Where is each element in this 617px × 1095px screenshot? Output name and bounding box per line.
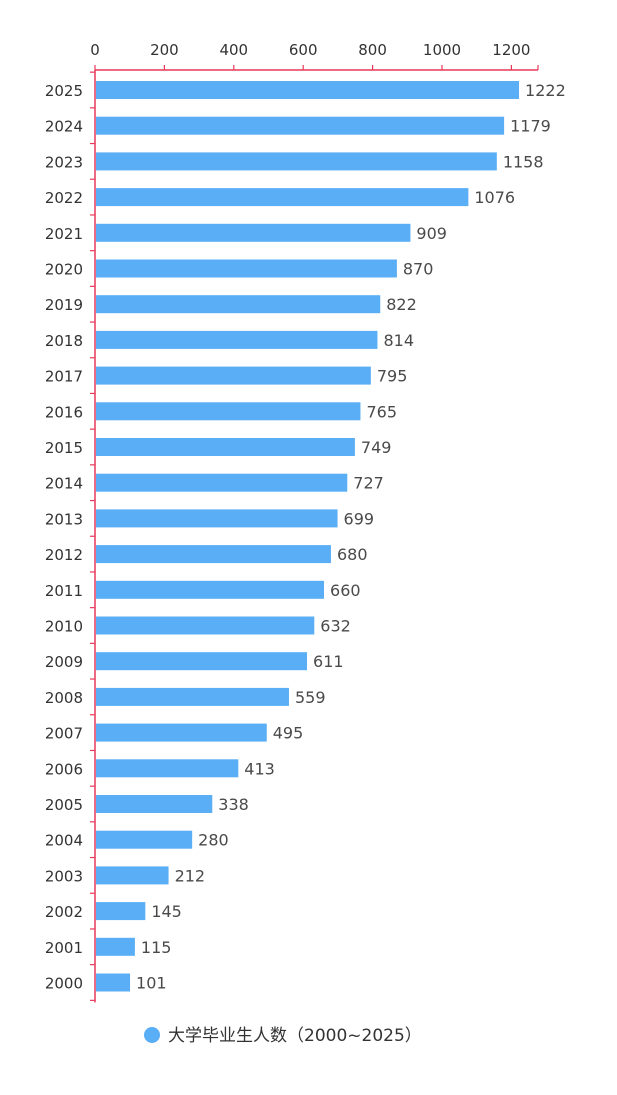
y-tick-label: 2009 (45, 653, 83, 671)
data-label: 822 (386, 295, 417, 314)
y-tick-label: 2006 (45, 760, 83, 778)
y-tick-label: 2015 (45, 439, 83, 457)
y-tick-label: 2001 (45, 939, 83, 957)
y-tick-label: 2011 (45, 582, 83, 600)
bar (96, 687, 289, 706)
legend: 大学毕业生人数（2000~2025） (144, 1026, 422, 1046)
data-label: 559 (295, 688, 326, 707)
data-label: 660 (330, 581, 361, 600)
bar (96, 723, 267, 742)
x-tick-label: 600 (289, 41, 318, 59)
y-tick-label: 2012 (45, 546, 83, 564)
x-tick-label: 0 (90, 41, 100, 59)
bar (96, 795, 213, 813)
bar (96, 152, 497, 171)
legend-label[interactable]: 大学毕业生人数（2000~2025） (168, 1026, 422, 1046)
bar (96, 652, 308, 671)
data-label: 1222 (525, 81, 566, 100)
bar (96, 937, 135, 956)
y-tick-label: 2025 (45, 82, 83, 100)
data-label: 909 (416, 224, 447, 243)
y-tick-label: 2008 (45, 689, 83, 707)
y-tick-label: 2005 (45, 796, 83, 814)
data-label: 495 (273, 724, 304, 743)
data-label: 212 (175, 866, 206, 885)
bar (96, 188, 469, 207)
bar (96, 580, 325, 599)
x-tick-label: 200 (150, 41, 179, 59)
bar (96, 402, 361, 421)
y-tick-label: 2023 (45, 153, 83, 171)
x-tick-label: 400 (219, 41, 248, 59)
x-tick-label: 1000 (423, 41, 461, 59)
data-label: 280 (198, 831, 229, 850)
y-tick-label: 2003 (45, 867, 83, 885)
bar (96, 830, 193, 849)
y-tick-label: 2014 (45, 475, 83, 493)
data-label: 338 (218, 795, 249, 814)
axes: 0 200 400 600 800 1000 1200 2025 2024 2023 2022 202… (45, 41, 539, 1003)
data-label: 611 (313, 652, 344, 671)
y-tick-label: 2022 (45, 189, 83, 207)
bar (96, 116, 505, 135)
bar (96, 259, 397, 278)
y-tick-label: 2000 (45, 975, 83, 993)
data-label: 870 (403, 260, 434, 279)
data-label: 413 (244, 759, 275, 778)
x-tick-label: 800 (358, 41, 387, 59)
data-label: 814 (383, 331, 414, 350)
value-labels: 1222 1179 1158 1076 909 870 822 814 795 765 749 727… (136, 81, 566, 993)
data-label: 795 (377, 367, 408, 386)
bar (96, 759, 239, 778)
bar (96, 616, 315, 635)
data-label: 749 (361, 438, 392, 457)
data-label: 727 (353, 474, 384, 493)
y-tick-label: 2021 (45, 225, 83, 243)
bar (96, 81, 520, 99)
data-label: 1158 (503, 152, 544, 171)
y-tick-label: 2007 (45, 725, 83, 743)
bar (96, 545, 331, 564)
legend-marker[interactable] (144, 1027, 160, 1043)
data-label: 1179 (510, 117, 551, 136)
y-tick-label: 2017 (45, 368, 83, 386)
bar (96, 366, 371, 385)
data-label: 101 (136, 974, 167, 993)
data-label: 145 (151, 902, 182, 921)
bar (96, 223, 411, 242)
bar (96, 509, 338, 528)
data-label: 699 (344, 509, 375, 528)
bar (96, 902, 146, 921)
y-tick-label: 2013 (45, 510, 83, 528)
bar (96, 473, 348, 492)
y-tick-label: 2019 (45, 296, 83, 314)
y-tick-label: 2020 (45, 261, 83, 279)
data-label: 632 (320, 617, 351, 636)
data-label: 765 (366, 402, 397, 421)
bars (96, 81, 520, 992)
x-tick-label: 1200 (492, 41, 530, 59)
data-label: 1076 (474, 188, 515, 207)
y-tick-label: 2010 (45, 618, 83, 636)
y-tick-label: 2002 (45, 903, 83, 921)
data-label: 680 (337, 545, 368, 564)
y-tick-label: 2016 (45, 403, 83, 421)
y-tick-label: 2004 (45, 832, 83, 850)
bar (96, 438, 355, 456)
bar (96, 295, 381, 314)
bar (96, 330, 378, 349)
bar (96, 866, 169, 885)
data-label: 115 (141, 938, 172, 957)
y-tick-label: 2024 (45, 118, 83, 136)
y-tick-label: 2018 (45, 332, 83, 350)
bar (96, 973, 131, 992)
